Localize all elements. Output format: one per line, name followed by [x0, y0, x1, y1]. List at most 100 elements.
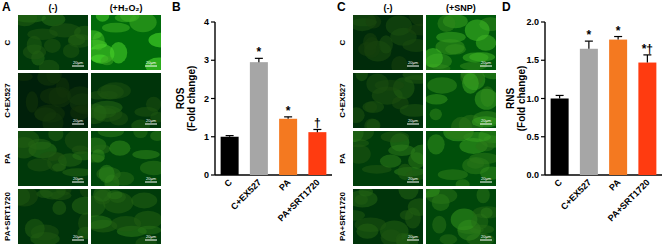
scale-bar: [72, 124, 84, 125]
cell: [91, 154, 105, 162]
significance-mark: *: [616, 24, 621, 38]
cell: [398, 189, 418, 199]
cell: [362, 101, 384, 113]
micrograph-bg: [91, 73, 161, 128]
cell: [63, 44, 79, 58]
panel-letter: B: [172, 0, 181, 14]
micrograph: [91, 131, 161, 186]
cell: [68, 34, 85, 45]
category-label: PA+SRT1720: [276, 177, 322, 223]
significance-mark: *†: [642, 42, 653, 56]
tick-label: 1.5: [526, 55, 539, 65]
error-cap: [226, 135, 234, 136]
cell: [381, 229, 402, 244]
cell: [80, 189, 88, 198]
scale-bar: [480, 124, 492, 125]
scale-bar-label: 20μm: [146, 60, 157, 65]
cell: [18, 189, 30, 205]
bar: [250, 62, 268, 175]
cell: [150, 131, 161, 141]
cell: [99, 165, 115, 183]
scale-bar: [480, 66, 492, 67]
cell: [134, 107, 158, 117]
category-label: C+EX527: [559, 177, 593, 211]
bar: [221, 137, 239, 175]
cell: [93, 32, 105, 51]
scale-bar: [145, 240, 157, 241]
micrograph: [426, 73, 496, 128]
micrograph: [426, 15, 496, 70]
cell: [402, 39, 423, 52]
cell: [27, 158, 52, 171]
cell: [356, 224, 378, 239]
scale-bar-label: 20μm: [73, 60, 84, 65]
cell: [353, 107, 365, 123]
cell: [18, 137, 37, 158]
cell: [353, 190, 378, 207]
column-header: (-): [49, 3, 58, 13]
category-label: PA+SRT1720: [606, 177, 652, 223]
cell: [404, 75, 423, 84]
scale-bar: [72, 66, 84, 67]
y-axis: [544, 22, 545, 175]
cell: [115, 15, 137, 22]
column-header: (+SNP): [446, 3, 476, 13]
cell: [406, 170, 423, 180]
bar: [609, 40, 627, 175]
tick-label: 0.5: [526, 132, 539, 142]
category-label: C: [552, 177, 564, 189]
error-cap: [556, 95, 564, 96]
cell: [52, 163, 66, 171]
column-header: (-): [384, 3, 393, 13]
cell: [426, 94, 448, 105]
cell: [44, 39, 61, 53]
cell: [481, 207, 493, 218]
category-label: PA: [277, 177, 293, 193]
row-label: C: [3, 39, 12, 45]
significance-mark: *: [257, 45, 262, 59]
cell: [93, 189, 112, 202]
cell: [380, 155, 401, 168]
tick-label: 2.0: [526, 17, 539, 27]
micrograph: [426, 189, 496, 244]
row-label: PA: [338, 153, 347, 164]
cell: [75, 104, 88, 114]
figure: A(-)(+H₂O₂)C20μm20μmC+EX52720μm20μmPA20μ…: [0, 0, 669, 247]
cell: [40, 189, 66, 199]
tick-label: 4: [204, 17, 209, 27]
error-stem: [647, 55, 648, 63]
cell: [438, 169, 468, 180]
bar: [580, 49, 598, 175]
significance-mark: *: [286, 104, 291, 118]
bar-chart: BROS(Fold change)01234C*C+EX527*PA†PA+SR…: [172, 0, 332, 223]
cell: [46, 73, 62, 84]
category-label: C: [222, 177, 234, 189]
cell: [72, 197, 88, 215]
scale-bar: [407, 240, 419, 241]
error-stem: [588, 41, 589, 49]
category-label: PA: [607, 177, 623, 193]
micrograph: [18, 15, 88, 70]
plot-area: [551, 37, 657, 175]
scale-bar-label: 20μm: [146, 118, 157, 123]
scale-bar-label: 20μm: [73, 176, 84, 181]
cell: [440, 234, 458, 244]
error-bar: [643, 55, 651, 63]
cell: [48, 131, 63, 141]
row-label: PA: [3, 153, 12, 164]
panel-letter: C: [337, 0, 346, 14]
cell: [131, 193, 157, 209]
cell: [111, 216, 141, 231]
scale-bar-label: 20μm: [73, 118, 84, 123]
bar: [308, 132, 326, 175]
cell: [476, 35, 496, 51]
cell: [400, 104, 423, 117]
micrograph: [91, 15, 161, 70]
plot-area: [221, 58, 327, 175]
cell: [18, 73, 33, 81]
cell: [472, 116, 496, 127]
cell: [432, 194, 450, 211]
cell: [445, 131, 474, 140]
cell: [355, 73, 367, 81]
scale-bar-label: 20μm: [481, 118, 492, 123]
